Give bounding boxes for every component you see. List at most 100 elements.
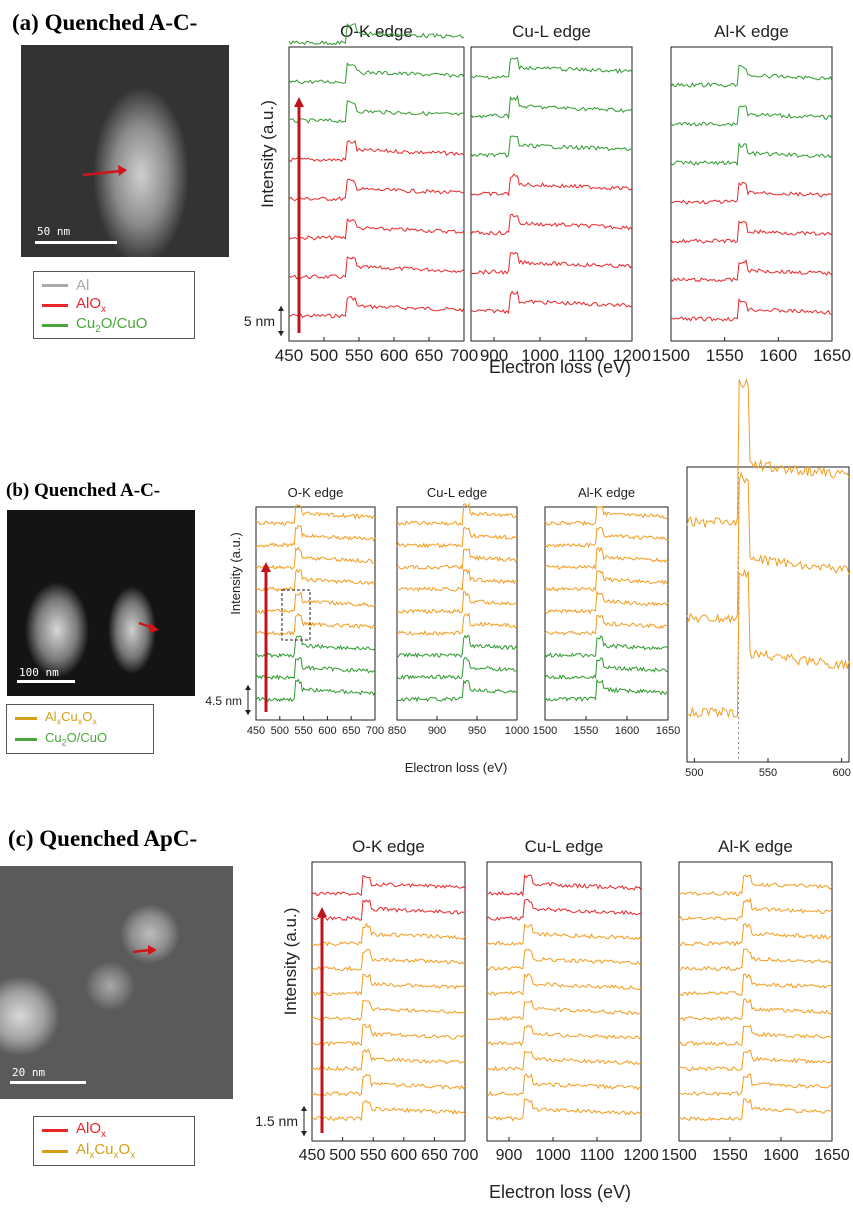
x-tick-label: 500 [329,1147,356,1164]
spectrum-line [255,657,376,681]
x-tick-label: 1550 [574,725,598,737]
legend-label-rest: O [82,709,93,725]
spectrum-line [544,614,669,636]
x-tick-label: 700 [452,1147,479,1164]
panel-b-title: (b) Quenched A-C- [6,480,161,501]
plot-frame [470,46,633,342]
scale-bar-a [35,241,117,244]
scale-bar-b [17,680,75,683]
x-tick-label: 1550 [706,346,744,365]
spectrum-line [288,100,465,124]
spectrum-line [670,259,833,283]
spectrum-line [486,923,642,946]
zoom-box [281,589,311,641]
x-tick-label: 1000 [505,725,529,737]
x-tick-label: 550 [360,1147,387,1164]
legend-sub: 2 [95,324,101,335]
spectrum-line [396,679,517,703]
spectrum-line [396,548,518,570]
chart-title: O-K edge [288,485,344,500]
x-tick-label: 1100 [580,1147,615,1164]
legend-label-rest: O/CuO [66,730,108,746]
spectrum-line [311,948,466,972]
step-scale-label: 1.5 nm [255,1113,298,1129]
legend-sub: x [113,1150,119,1161]
spectrum-line [486,1098,642,1122]
spectrum-line [486,999,642,1022]
x-tick-label: 1500 [661,1147,697,1164]
spectrum-line [311,999,466,1022]
spectrum-line [396,567,518,592]
spectrum-line [470,290,633,315]
x-tick-label: 600 [318,725,336,737]
spectrum-line [678,874,833,897]
spectrum-line [678,897,833,922]
x-tick-label: 700 [366,725,384,737]
legend-label: AlO [76,1120,102,1137]
legend-sub: 2 [61,737,67,748]
legend-sub: x [92,716,97,727]
legend-item: AlOx [42,295,106,315]
x-tick-label: 950 [468,725,486,737]
legend-item: AlOx [42,1120,106,1140]
spectrum-line [670,105,833,127]
stem-image-c: 20 nm [0,866,233,1099]
x-tick-label: 550 [294,725,312,737]
scale-bar-c [10,1081,86,1084]
y-axis-label: Intensity (a.u.) [281,908,300,1016]
stem-image-a: 50 nm [21,45,229,257]
arrow-icon [138,621,159,633]
spectrum-line [396,656,518,681]
spectrum-line [470,251,633,275]
spectrum-line [678,1098,833,1122]
spectrum-line [678,973,833,997]
spectrum-line [255,678,376,703]
chart-b-4: Cu-L edge 850 900 950 1000 [388,485,529,737]
x-tick-label: 900 [480,346,508,365]
chart-c-7: O-K edge 450 500 550 600 650 700 Intensity (a.u… [255,837,478,1164]
legend-sub: x [77,716,83,727]
chart-title: Al-K edge [714,22,789,41]
spectrum-line [255,546,376,570]
spectrum-line [255,635,376,658]
spectrum-line [486,973,642,997]
legend-sub: x [89,1150,95,1161]
legend-item: AlxCuxOx [15,708,97,728]
x-tick-label: 1600 [615,725,639,737]
panel-c-title: (c) Quenched ApC- [8,826,198,851]
legend-label-rest: O/CuO [100,315,148,332]
spectrum-line [288,296,465,319]
spectrum-line [670,181,833,205]
spectrum-line [288,178,465,202]
legend-label: Cu [45,730,62,746]
chart-b-5: Al-K edge 1500 1550 1600 1650 [533,485,680,737]
x-tick-label: 1500 [533,725,557,737]
x-tick-label: 1550 [712,1147,748,1164]
spectrum-line [670,142,833,167]
stem-image-b: 100 nm [7,510,195,696]
arrow-icon [317,907,327,917]
arrow-icon [294,97,304,107]
spectrum-line [544,590,669,615]
spectrum-line [288,217,465,241]
spectrum-line [486,1024,642,1047]
legend-item: Cu2O/CuO [42,315,147,335]
legend-item: AlxCuxOx [42,1141,135,1161]
x-tick-label: 600 [380,346,408,365]
arrow-icon [132,945,157,955]
spectrum-line [288,23,465,46]
spectrum-line [288,62,465,85]
spectrum-line [670,297,833,322]
legend-label: Al [45,709,57,725]
chart-b-6: 500 550 600 [685,378,851,779]
spectrum-line [311,874,466,897]
spectrum-line [544,634,669,658]
spectrum-line [486,948,642,972]
spectrum-line [678,1025,833,1047]
y-axis-label: Intensity (a.u.) [228,532,243,614]
plot-frame [288,46,465,342]
legend-label: Cu [76,315,96,332]
x-tick-label: 900 [496,1147,523,1164]
